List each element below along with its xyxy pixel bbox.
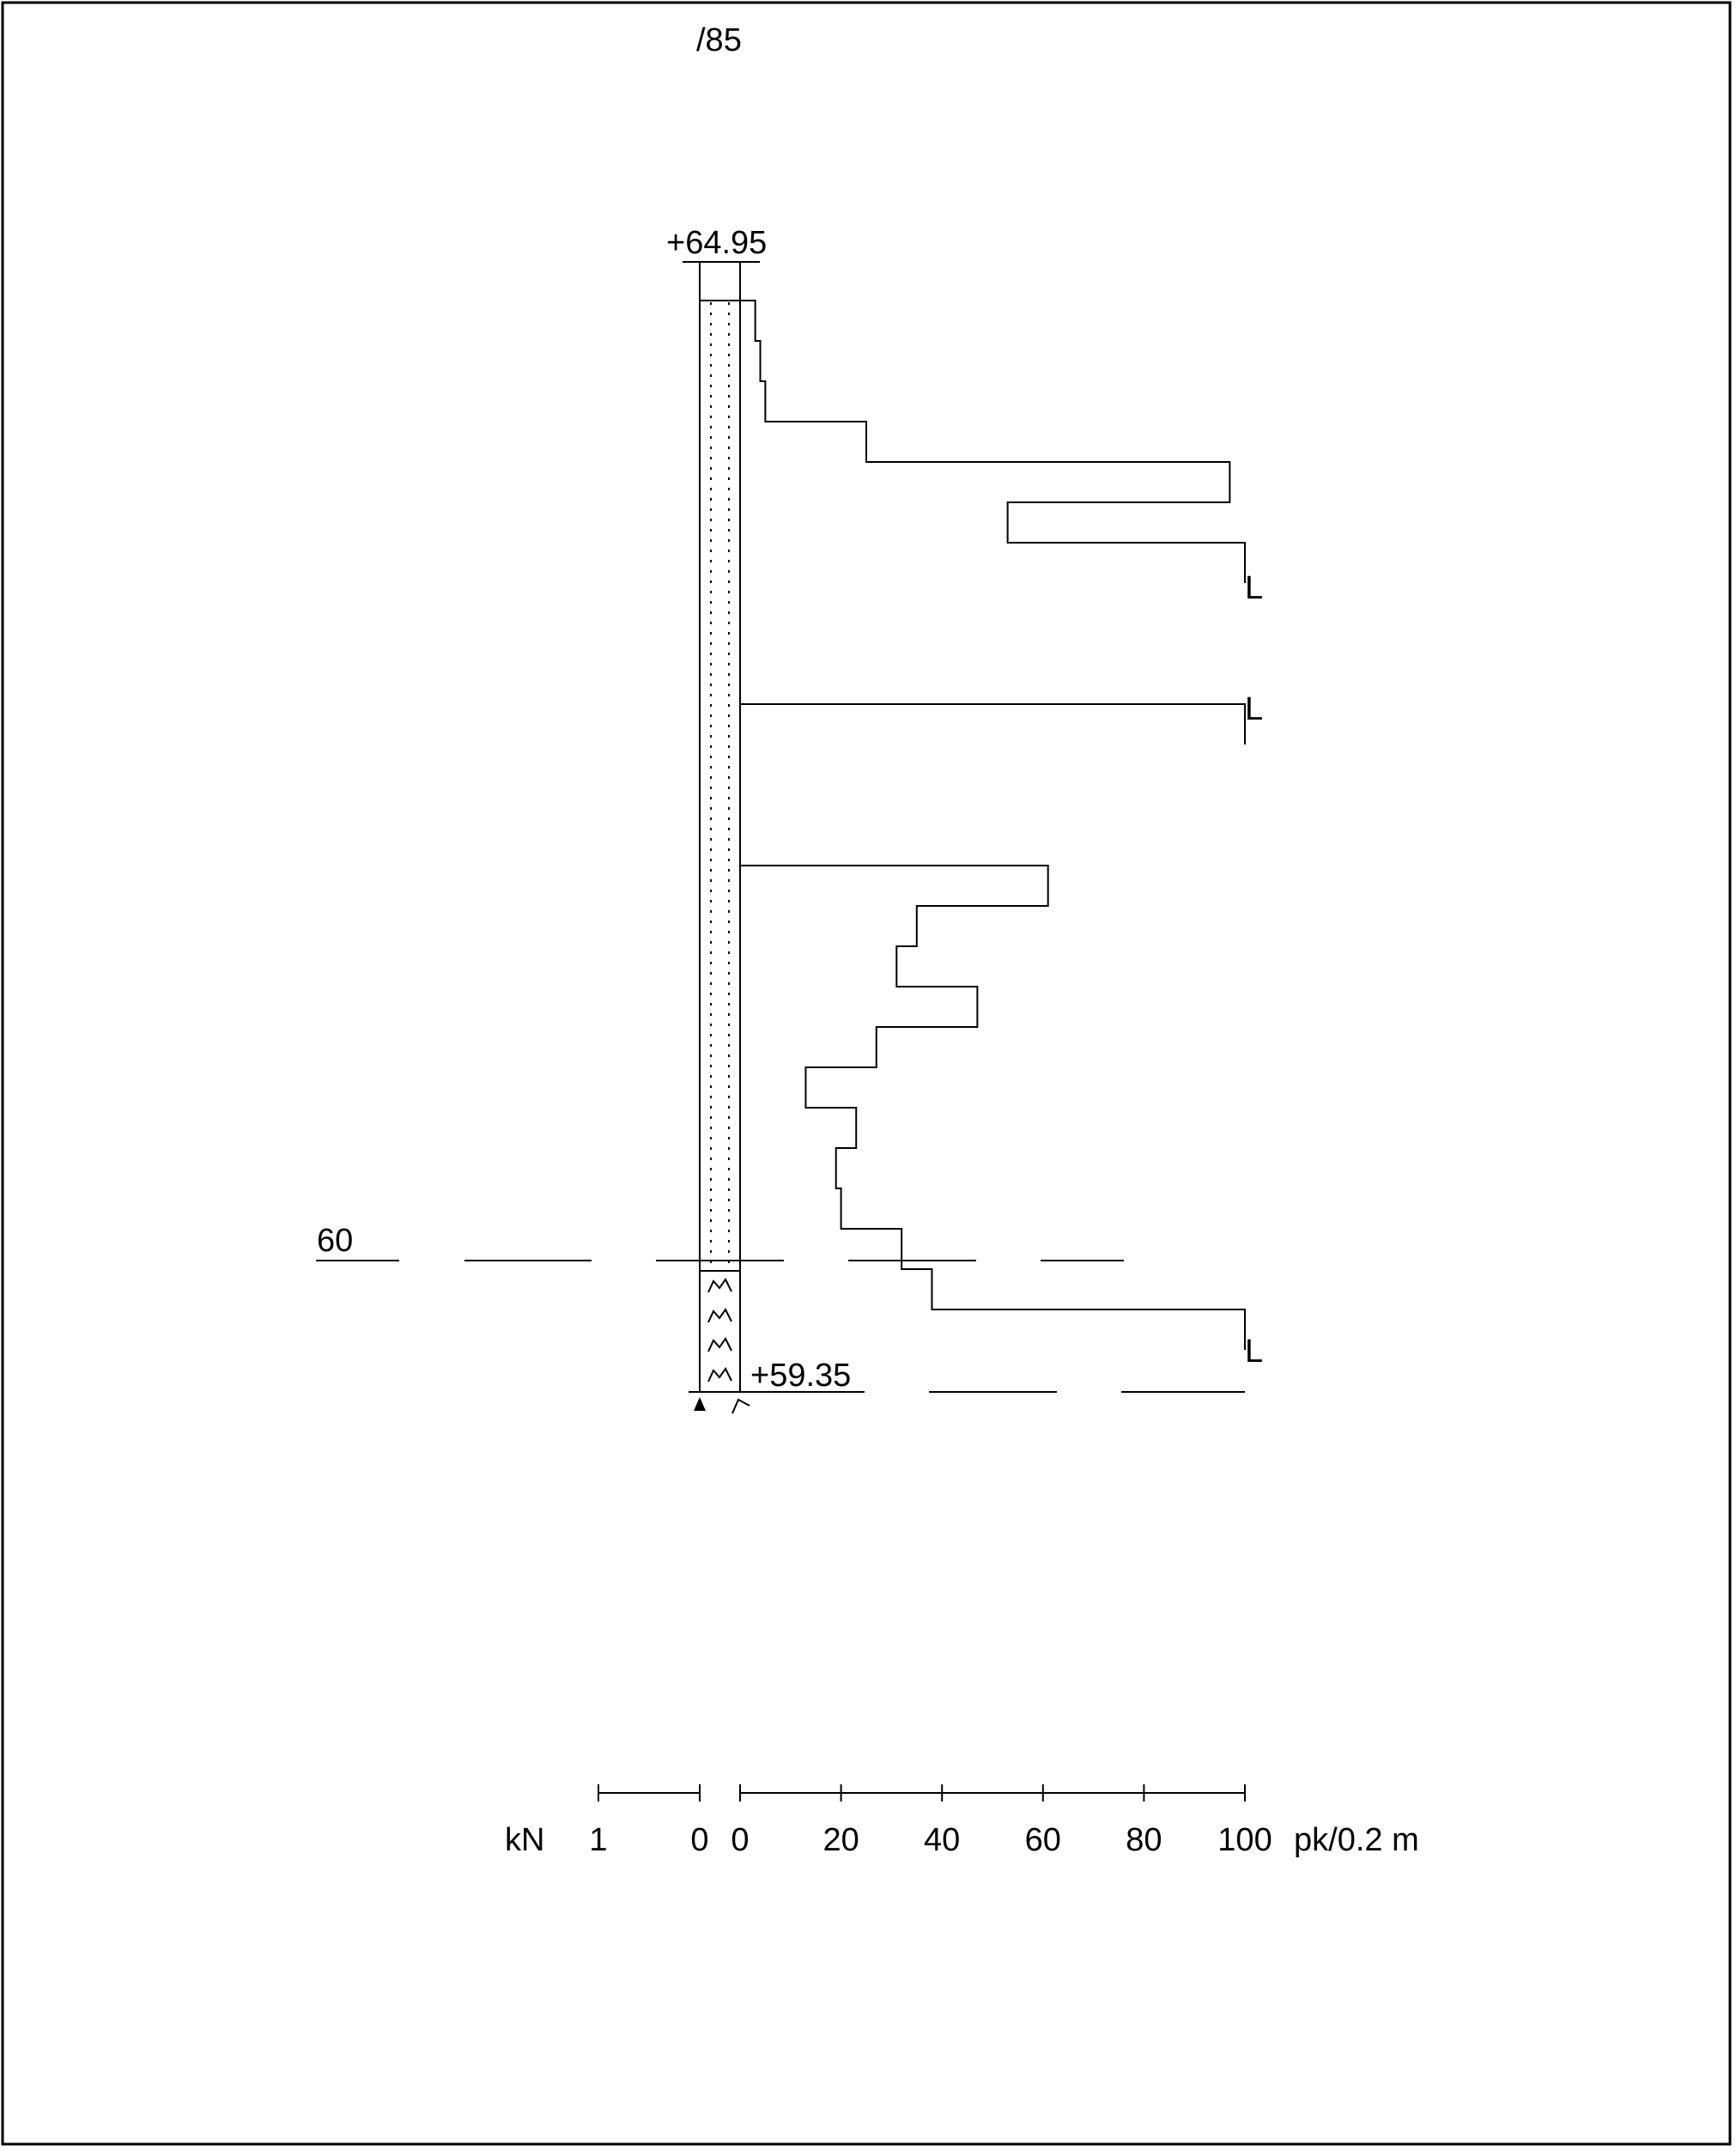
sheet-number: /85 xyxy=(696,22,742,58)
till-layer xyxy=(699,1270,741,1393)
silt-sand-layer xyxy=(699,300,741,1272)
right-axis-tick-label: 100 xyxy=(1217,1822,1272,1858)
left-axis-tick-label: 1 xyxy=(589,1822,607,1858)
right-axis-tick-label: 20 xyxy=(822,1822,859,1858)
sounding-curve-3 xyxy=(740,865,1246,1350)
sounding-curve-1 xyxy=(740,300,1246,583)
left-axis-unit: kN xyxy=(505,1822,544,1858)
sounding-curve-2 xyxy=(740,703,1246,744)
x-axis-labels: 1 0 0 20 40 60 80 100 xyxy=(589,1822,1272,1858)
soil-column xyxy=(694,261,750,1414)
left-axis-tick-label: 0 xyxy=(690,1822,708,1858)
right-axis-unit: pk/0.2 m xyxy=(1294,1822,1419,1858)
reference-level-label: 60 xyxy=(317,1223,353,1259)
top-level-label: +64.95 xyxy=(666,225,767,261)
sounding-curves xyxy=(740,300,1246,1350)
right-axis-tick-label: 40 xyxy=(924,1822,960,1858)
x-axis xyxy=(598,1784,1246,1802)
bottom-level-label: +59.35 xyxy=(750,1358,851,1394)
column-top-cell xyxy=(699,261,741,301)
right-axis-tick-label: 0 xyxy=(731,1822,749,1858)
stop-icon xyxy=(731,1398,750,1414)
end-marker-3: L xyxy=(1245,1334,1263,1370)
right-axis-tick-label: 80 xyxy=(1126,1822,1162,1858)
groundwater-icon xyxy=(694,1397,706,1411)
end-marker-1: L xyxy=(1245,570,1263,606)
end-marker-2: L xyxy=(1245,691,1263,727)
till-hatch xyxy=(707,1278,732,1382)
right-axis-tick-label: 60 xyxy=(1025,1822,1061,1858)
